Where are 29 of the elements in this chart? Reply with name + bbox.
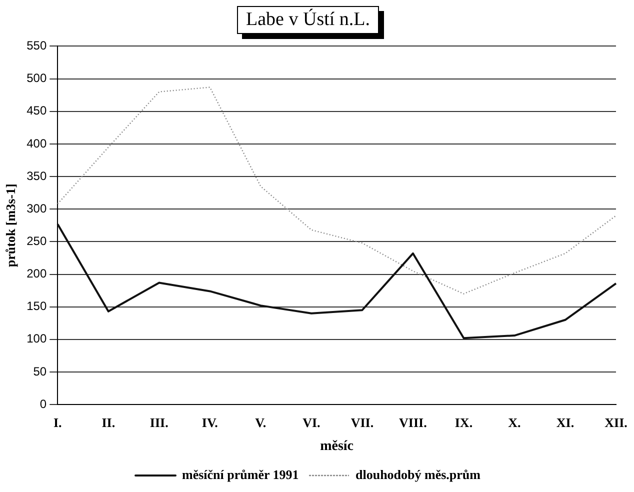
x-tick-label: III. <box>150 414 168 430</box>
y-tick-label: 150 <box>26 299 47 314</box>
x-tick-label: IX. <box>454 414 473 430</box>
y-tick-label: 200 <box>26 266 47 281</box>
x-tick-label: X. <box>508 414 521 430</box>
x-tick-label: VI. <box>302 414 320 430</box>
y-tick-label: 500 <box>26 71 47 86</box>
chart-title: Labe v Ústí n.L. <box>237 6 380 34</box>
y-tick-label: 0 <box>40 396 47 411</box>
legend-label: měsíční průměr 1991 <box>182 466 299 482</box>
x-axis-title: měsíc <box>320 439 354 454</box>
x-tick-label: XI. <box>556 414 574 430</box>
y-tick-label: 100 <box>26 332 47 346</box>
legend-label: dlouhodobý měs.prům <box>356 466 481 482</box>
x-tick-label: II. <box>102 414 116 430</box>
y-tick-label: 350 <box>26 168 47 183</box>
x-tick-label: IV. <box>202 414 218 430</box>
y-tick-label: 550 <box>26 38 47 53</box>
y-tick-label: 50 <box>33 364 47 378</box>
y-tick-label: 450 <box>26 104 47 118</box>
y-tick-label: 400 <box>26 136 47 150</box>
x-tick-label: XII. <box>604 414 628 430</box>
x-tick-label: VIII. <box>399 414 427 430</box>
y-axis-title: průtok [m3s-1] <box>3 184 18 268</box>
x-tick-label: I. <box>53 414 62 430</box>
x-tick-label: V. <box>255 414 266 430</box>
y-tick-label: 300 <box>26 201 47 216</box>
x-tick-label: VII. <box>350 414 374 430</box>
y-tick-label: 250 <box>26 234 47 248</box>
